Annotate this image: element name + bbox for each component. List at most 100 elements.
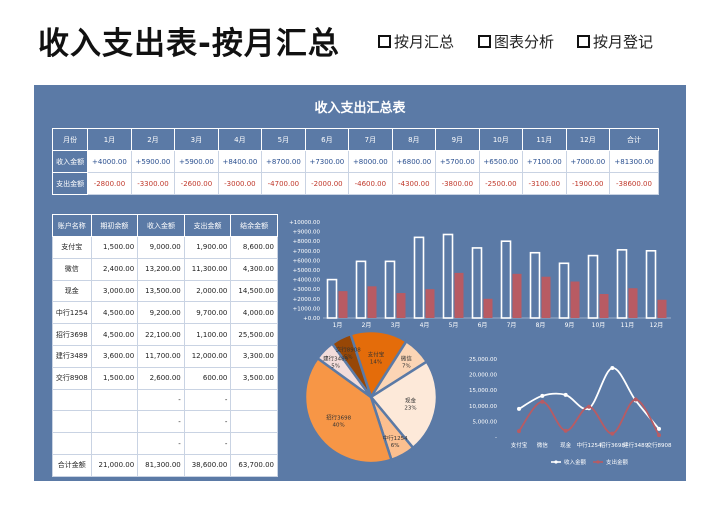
nav-monthly-summary[interactable]: 按月汇总 bbox=[378, 31, 454, 52]
opening-balance: 4,500.00 bbox=[90, 301, 139, 325]
income-cell: +5700.00 bbox=[435, 150, 480, 173]
table-row: 支付宝 1,500.00 9,000.00 1,900.00 8,600.00 bbox=[52, 236, 278, 259]
page-title: 收入支出表-按月汇总 bbox=[38, 26, 340, 62]
data-point bbox=[610, 431, 615, 436]
expense-bar bbox=[599, 294, 609, 318]
month-header: 9月 bbox=[435, 128, 480, 151]
x-tick-label: 12月 bbox=[650, 322, 664, 329]
nav-label: 按月汇总 bbox=[394, 33, 455, 51]
pie-slice-percent: 5% bbox=[344, 354, 353, 360]
expense-cell: -3100.00 bbox=[522, 172, 567, 195]
income-cell: +7300.00 bbox=[304, 150, 350, 173]
income-bar bbox=[529, 251, 541, 319]
pie-slice bbox=[369, 359, 439, 450]
month-header: 10月 bbox=[478, 128, 524, 151]
pie-slice-percent: 14% bbox=[370, 359, 382, 365]
expense-cell: -2500.00 bbox=[478, 172, 524, 195]
pie-slice-percent: 7% bbox=[402, 364, 411, 370]
expense-amount: 600.00 bbox=[183, 366, 232, 390]
nav-chart-analysis[interactable]: 图表分析 bbox=[478, 31, 554, 52]
month-header: 3月 bbox=[174, 128, 219, 151]
income-cell: +6800.00 bbox=[391, 150, 437, 173]
data-point bbox=[657, 433, 661, 438]
expense-cell: -4300.00 bbox=[391, 172, 437, 195]
expense-amount: 2,000.00 bbox=[183, 279, 232, 303]
checkbox-icon bbox=[478, 35, 491, 48]
expense-bar bbox=[541, 276, 551, 318]
income-bar bbox=[471, 247, 483, 319]
pie-slice-label: 建行3489 bbox=[323, 355, 348, 363]
income-cell: +5900.00 bbox=[130, 150, 176, 173]
data-point bbox=[657, 426, 661, 431]
income-bar bbox=[413, 236, 425, 319]
expense-amount: - bbox=[183, 388, 232, 412]
opening-balance bbox=[90, 432, 139, 455]
income-amount: 13,500.00 bbox=[137, 279, 185, 303]
series-line bbox=[518, 367, 660, 430]
expense-bar bbox=[483, 298, 493, 318]
pie-slice-label: 现金 bbox=[405, 396, 417, 404]
expense-bar bbox=[657, 299, 667, 318]
y-tick-label: +10000.00 bbox=[289, 220, 320, 226]
account-name: 建行3489 bbox=[52, 344, 92, 368]
expense-cell: -4600.00 bbox=[348, 172, 393, 195]
x-tick-label: 8月 bbox=[536, 322, 546, 329]
pie-slice-label: 微信 bbox=[401, 355, 413, 363]
checkbox-icon bbox=[378, 35, 391, 48]
nav-label: 图表分析 bbox=[494, 33, 555, 51]
data-point bbox=[540, 399, 545, 404]
x-tick-label: 微信 bbox=[537, 441, 549, 449]
y-tick-label: +8000.00 bbox=[293, 239, 321, 245]
expense-cell: -1900.00 bbox=[565, 172, 611, 195]
month-header: 7月 bbox=[348, 128, 393, 151]
month-header: 8月 bbox=[391, 128, 437, 151]
opening-balance: 1,500.00 bbox=[90, 366, 139, 390]
income-amount: 9,200.00 bbox=[137, 301, 185, 325]
account-name bbox=[52, 410, 92, 434]
x-tick-label: 7月 bbox=[507, 322, 517, 329]
income-cell: +5900.00 bbox=[174, 150, 219, 173]
pie-slice-label: 支付宝 bbox=[368, 350, 385, 358]
data-point bbox=[563, 428, 568, 433]
account-header: 收入金额 bbox=[137, 214, 185, 237]
income-amount: 22,100.00 bbox=[137, 323, 185, 346]
total-income: 81,300.00 bbox=[137, 453, 185, 477]
income-cell: +8700.00 bbox=[261, 150, 306, 173]
total-expense: 38,600.00 bbox=[183, 453, 232, 477]
account-name: 支付宝 bbox=[52, 236, 92, 259]
pie-slice-label: 招行3698 bbox=[326, 414, 351, 422]
table-row: 中行1254 4,500.00 9,200.00 9,700.00 4,000.00 bbox=[52, 301, 278, 325]
opening-balance bbox=[90, 410, 139, 434]
table-row: 交行8908 1,500.00 2,600.00 600.00 3,500.00 bbox=[52, 366, 278, 390]
closing-balance bbox=[230, 432, 278, 455]
account-name: 招行3698 bbox=[52, 323, 92, 346]
x-tick-label: 现金 bbox=[560, 441, 572, 449]
monthly-bar-chart: +0.00 +1000.00 +2000.00 +3000.00 +4000.00 +50… bbox=[289, 220, 671, 329]
income-cell: +7000.00 bbox=[565, 150, 611, 173]
expense-cell: -2000.00 bbox=[304, 172, 350, 195]
total-row: 合计金额 21,000.00 81,300.00 38,600.00 63,700.00 bbox=[52, 453, 278, 477]
income-cell: +4000.00 bbox=[87, 150, 132, 173]
closing-balance: 4,000.00 bbox=[230, 301, 278, 325]
account-header: 期初余额 bbox=[90, 214, 139, 237]
table-row: 招行3698 4,500.00 22,100.00 1,100.00 25,500.00 bbox=[52, 323, 278, 346]
closing-balance bbox=[230, 410, 278, 434]
income-bar bbox=[558, 262, 570, 319]
income-amount: 2,600.00 bbox=[137, 366, 185, 390]
pie-slice bbox=[303, 356, 393, 465]
x-tick-label: 交行8908 bbox=[647, 441, 672, 449]
closing-balance: 8,600.00 bbox=[230, 236, 278, 259]
expense-bar bbox=[396, 293, 406, 318]
y-tick-label: - bbox=[495, 435, 497, 441]
monthly-header-row: 月份 1月 2月 3月 4月 5月 6月 7月 8月 9月 10月 11月 12… bbox=[51, 128, 659, 151]
income-cell: +6500.00 bbox=[478, 150, 524, 173]
y-tick-label: +4000.00 bbox=[293, 278, 321, 284]
y-tick-label: +9000.00 bbox=[293, 230, 321, 236]
nav-monthly-register[interactable]: 按月登记 bbox=[577, 31, 653, 52]
x-tick-label: 1月 bbox=[333, 322, 343, 329]
x-tick-label: 6月 bbox=[478, 322, 488, 329]
data-point bbox=[517, 406, 521, 411]
income-row: 收入金额 +4000.00 +5900.00 +5900.00 +8400.00… bbox=[51, 150, 659, 173]
month-header: 1月 bbox=[87, 128, 132, 151]
x-tick-label: 5月 bbox=[449, 322, 459, 329]
